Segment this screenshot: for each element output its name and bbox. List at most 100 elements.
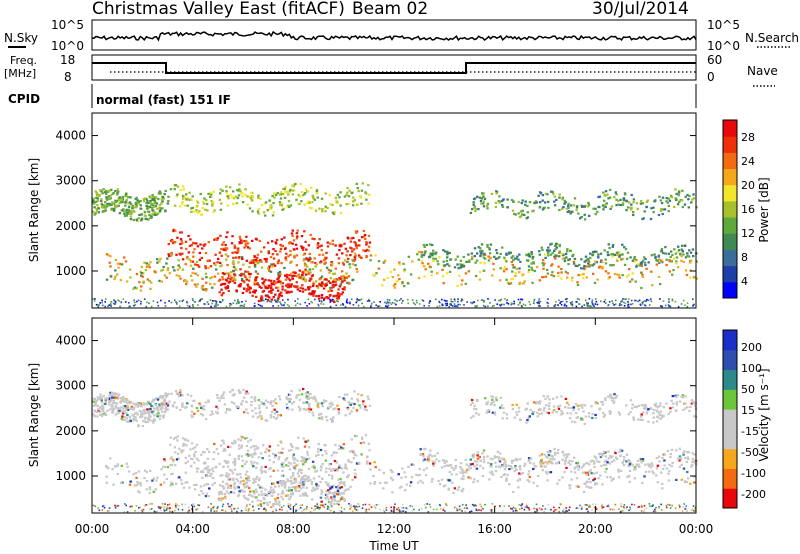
data-cell <box>653 403 656 407</box>
data-cell <box>527 269 531 272</box>
data-cell <box>269 286 273 290</box>
data-cell <box>282 465 285 468</box>
data-cell <box>343 489 347 492</box>
data-cell <box>619 448 622 451</box>
data-cell <box>314 454 318 457</box>
data-cell <box>469 463 473 466</box>
data-cell <box>273 264 277 267</box>
data-cell <box>242 280 246 283</box>
data-cell <box>232 270 235 273</box>
data-cell <box>140 272 143 275</box>
data-cell <box>112 208 116 211</box>
data-cell <box>613 459 616 462</box>
nsearch-tick-low: 10^0 <box>707 39 740 53</box>
data-cell <box>243 305 245 307</box>
data-cell <box>595 471 599 474</box>
data-cell <box>161 397 165 400</box>
data-cell <box>507 303 510 305</box>
data-cell <box>612 397 616 400</box>
data-cell <box>229 305 231 307</box>
data-cell <box>267 269 271 272</box>
data-cell <box>126 401 129 405</box>
data-cell <box>522 303 525 306</box>
data-cell <box>659 209 663 212</box>
data-cell <box>235 195 238 198</box>
data-cell <box>163 398 167 401</box>
data-cell <box>135 402 138 406</box>
data-cell <box>553 451 557 454</box>
data-cell <box>114 275 117 278</box>
data-cell <box>553 204 557 207</box>
data-cell <box>635 202 639 205</box>
data-cell <box>276 469 280 472</box>
data-cell <box>619 198 622 201</box>
data-cell <box>261 290 264 293</box>
data-cell <box>262 283 265 286</box>
data-cell <box>548 451 551 454</box>
data-cell <box>102 395 105 398</box>
data-cell <box>694 404 697 407</box>
data-cell <box>625 453 629 456</box>
data-cell <box>132 473 135 476</box>
data-cell <box>164 305 167 307</box>
data-cell <box>446 263 449 266</box>
data-cell <box>173 299 176 301</box>
data-cell <box>479 254 482 258</box>
data-cell <box>262 402 265 405</box>
data-cell <box>404 475 407 478</box>
data-cell <box>445 300 447 302</box>
data-cell <box>341 270 344 273</box>
data-cell <box>117 204 120 207</box>
data-cell <box>336 500 339 503</box>
data-cell <box>372 273 375 277</box>
data-cell <box>262 496 265 499</box>
data-cell <box>131 207 134 210</box>
data-cell <box>304 268 307 271</box>
data-cell <box>253 260 257 263</box>
data-cell <box>474 305 476 307</box>
data-cell <box>144 217 147 220</box>
data-cell <box>490 470 494 473</box>
data-cell <box>355 434 358 438</box>
data-cell <box>633 468 636 471</box>
data-cell <box>622 464 626 467</box>
data-cell <box>345 467 348 470</box>
data-cell <box>287 255 290 258</box>
data-cell <box>680 248 684 251</box>
data-cell <box>199 485 203 488</box>
data-cell <box>253 291 257 294</box>
data-cell <box>256 253 260 256</box>
data-cell <box>203 484 206 487</box>
data-cell <box>605 476 609 479</box>
data-cell <box>248 286 252 289</box>
data-cell <box>321 477 324 480</box>
data-cell <box>223 403 227 406</box>
data-cell <box>258 477 261 480</box>
data-cell <box>429 252 432 255</box>
data-cell <box>360 453 363 456</box>
data-cell <box>659 417 663 420</box>
data-cell <box>217 257 220 260</box>
data-cell <box>664 246 667 249</box>
data-cell <box>150 281 153 284</box>
data-cell <box>110 403 114 407</box>
data-cell <box>152 477 156 480</box>
data-cell <box>636 459 640 462</box>
data-cell <box>297 405 301 408</box>
data-cell <box>239 268 242 271</box>
data-cell <box>475 408 478 411</box>
data-cell <box>128 302 130 304</box>
data-cell <box>180 482 184 485</box>
data-cell <box>544 192 548 195</box>
data-cell <box>640 404 643 407</box>
data-cell <box>280 474 283 477</box>
data-cell <box>284 289 287 292</box>
data-cell <box>346 393 349 396</box>
data-cell <box>421 453 425 456</box>
nsearch-tick-high: 10^5 <box>707 18 740 32</box>
data-cell <box>320 466 323 469</box>
data-cell <box>342 443 346 446</box>
data-cell <box>613 196 616 199</box>
data-cell <box>299 407 302 410</box>
data-cell <box>513 470 517 473</box>
